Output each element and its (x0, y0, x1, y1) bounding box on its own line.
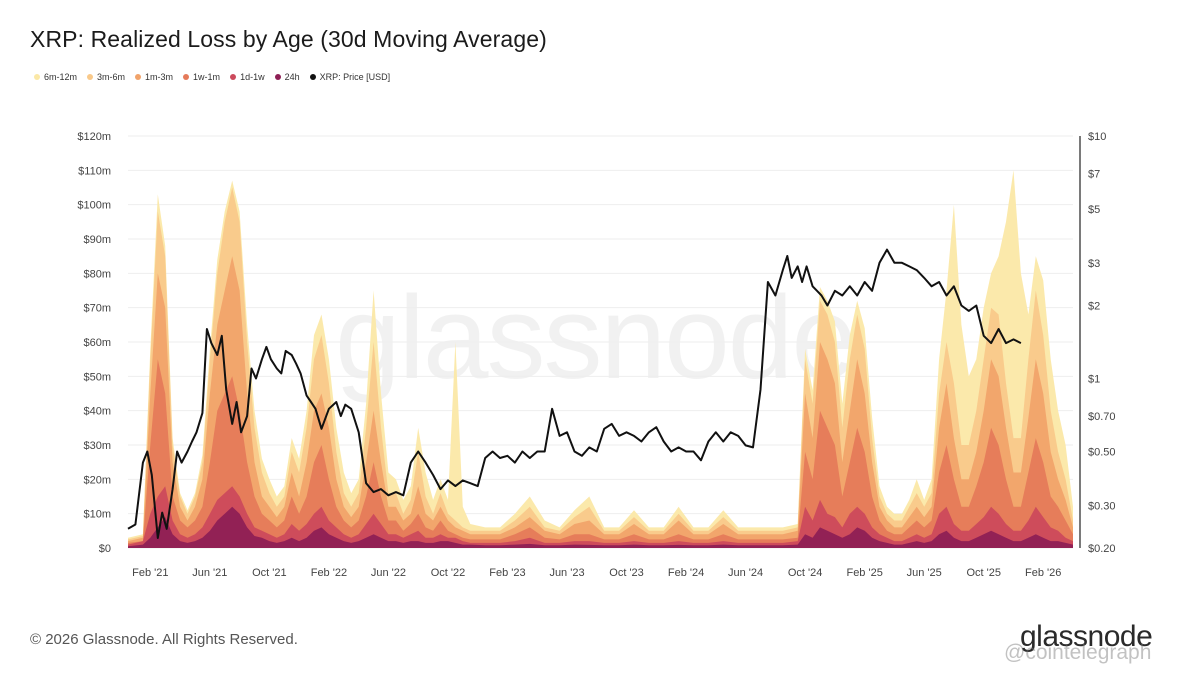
y-left-tick-label: $120m (77, 131, 111, 143)
legend-label-3m-6m: 3m-6m (97, 72, 126, 82)
y-left-tick-label: $0 (99, 543, 111, 555)
area-series-1w-1m (128, 359, 1073, 548)
area-series-1d-1w (128, 486, 1073, 548)
x-tick-label: Feb '22 (311, 567, 347, 579)
y-left-tick-label: $50m (83, 371, 111, 383)
y-left-tick-label: $20m (83, 474, 111, 486)
y-right-tick-label: $0.20 (1088, 543, 1116, 555)
source-watermark: @cointelegraph (1004, 641, 1152, 664)
legend-dot-1d-1w (230, 74, 237, 80)
x-tick-label: Feb '23 (489, 567, 525, 579)
legend-dot-24h (274, 74, 281, 80)
legend-label-24h: 24h (284, 72, 300, 82)
area-series-3m-6m (128, 187, 1073, 548)
legend-item-6m-12m[interactable]: 6m-12m (34, 72, 77, 82)
area-series-24h (128, 506, 1073, 548)
y-right-tick-label: $0.50 (1088, 446, 1116, 458)
legend-item-1m-3m[interactable]: 1m-3m (135, 72, 173, 82)
legend-label-1w-1m: 1w-1m (193, 72, 221, 82)
x-tick-label: Jun '23 (549, 567, 584, 579)
footer-logo: glassnode (1020, 620, 1153, 653)
legend-item-price[interactable]: XRP: Price [USD] (309, 72, 391, 82)
legend-label-price: XRP: Price [USD] (319, 72, 391, 82)
x-tick-label: Jun '25 (907, 567, 942, 579)
legend-item-24h[interactable]: 24h (274, 72, 300, 82)
footer-copyright: © 2026 Glassnode. All Rights Reserved. (30, 631, 298, 648)
y-left-tick-label: $80m (83, 268, 111, 280)
area-series-6m-12m (128, 170, 1073, 549)
y-right-tick-label: $1 (1088, 373, 1100, 385)
x-tick-label: Feb '24 (668, 567, 704, 579)
legend-dot-3m-6m (87, 74, 94, 80)
y-left-tick-label: $100m (77, 200, 111, 212)
chart-title: XRP: Realized Loss by Age (30d Moving Av… (30, 26, 547, 52)
chart-legend: 6m-12m 3m-6m 1m-3m 1w-1m 1d-1w 24h XRP: … (34, 72, 390, 82)
x-tick-label: Feb '26 (1025, 567, 1061, 579)
legend-dot-price (309, 74, 316, 80)
y-right-tick-label: $5 (1088, 204, 1100, 216)
x-tick-label: Oct '23 (609, 567, 644, 579)
y-left-tick-label: $70m (83, 303, 111, 315)
x-tick-label: Feb '21 (132, 567, 168, 579)
x-tick-label: Jun '21 (192, 567, 227, 579)
x-tick-label: Jun '24 (728, 567, 763, 579)
y-left-tick-label: $90m (83, 234, 111, 246)
y-right-tick-label: $0.30 (1088, 500, 1116, 512)
legend-label-6m-12m: 6m-12m (44, 72, 78, 82)
y-left-tick-label: $40m (83, 406, 111, 418)
price-line (127, 248, 1022, 539)
y-left-tick-label: $60m (83, 337, 111, 349)
x-tick-label: Oct '25 (966, 567, 1001, 579)
legend-item-1w-1m[interactable]: 1w-1m (183, 72, 220, 82)
y-right-tick-label: $0.70 (1088, 411, 1116, 423)
x-tick-label: Oct '22 (431, 567, 466, 579)
y-right-tick-label: $3 (1088, 258, 1100, 270)
y-left-tick-label: $10m (83, 509, 111, 521)
legend-dot-1m-3m (135, 74, 142, 80)
y-right-tick-label: $10 (1088, 131, 1106, 143)
y-left-tick-label: $30m (83, 440, 111, 452)
legend-item-3m-6m[interactable]: 3m-6m (87, 72, 125, 82)
legend-dot-1w-1m (183, 74, 190, 80)
legend-label-1d-1w: 1d-1w (240, 72, 265, 82)
x-tick-label: Oct '21 (252, 567, 287, 579)
legend-dot-6m-12m (34, 74, 40, 80)
x-tick-label: Feb '25 (846, 567, 882, 579)
x-tick-label: Oct '24 (788, 567, 823, 579)
y-right-tick-label: $2 (1088, 301, 1100, 313)
legend-item-1d-1w[interactable]: 1d-1w (230, 72, 265, 82)
y-right-tick-label: $7 (1088, 169, 1100, 181)
y-left-tick-label: $110m (78, 165, 111, 177)
x-tick-label: Jun '22 (371, 567, 406, 579)
legend-label-1m-3m: 1m-3m (145, 72, 174, 82)
